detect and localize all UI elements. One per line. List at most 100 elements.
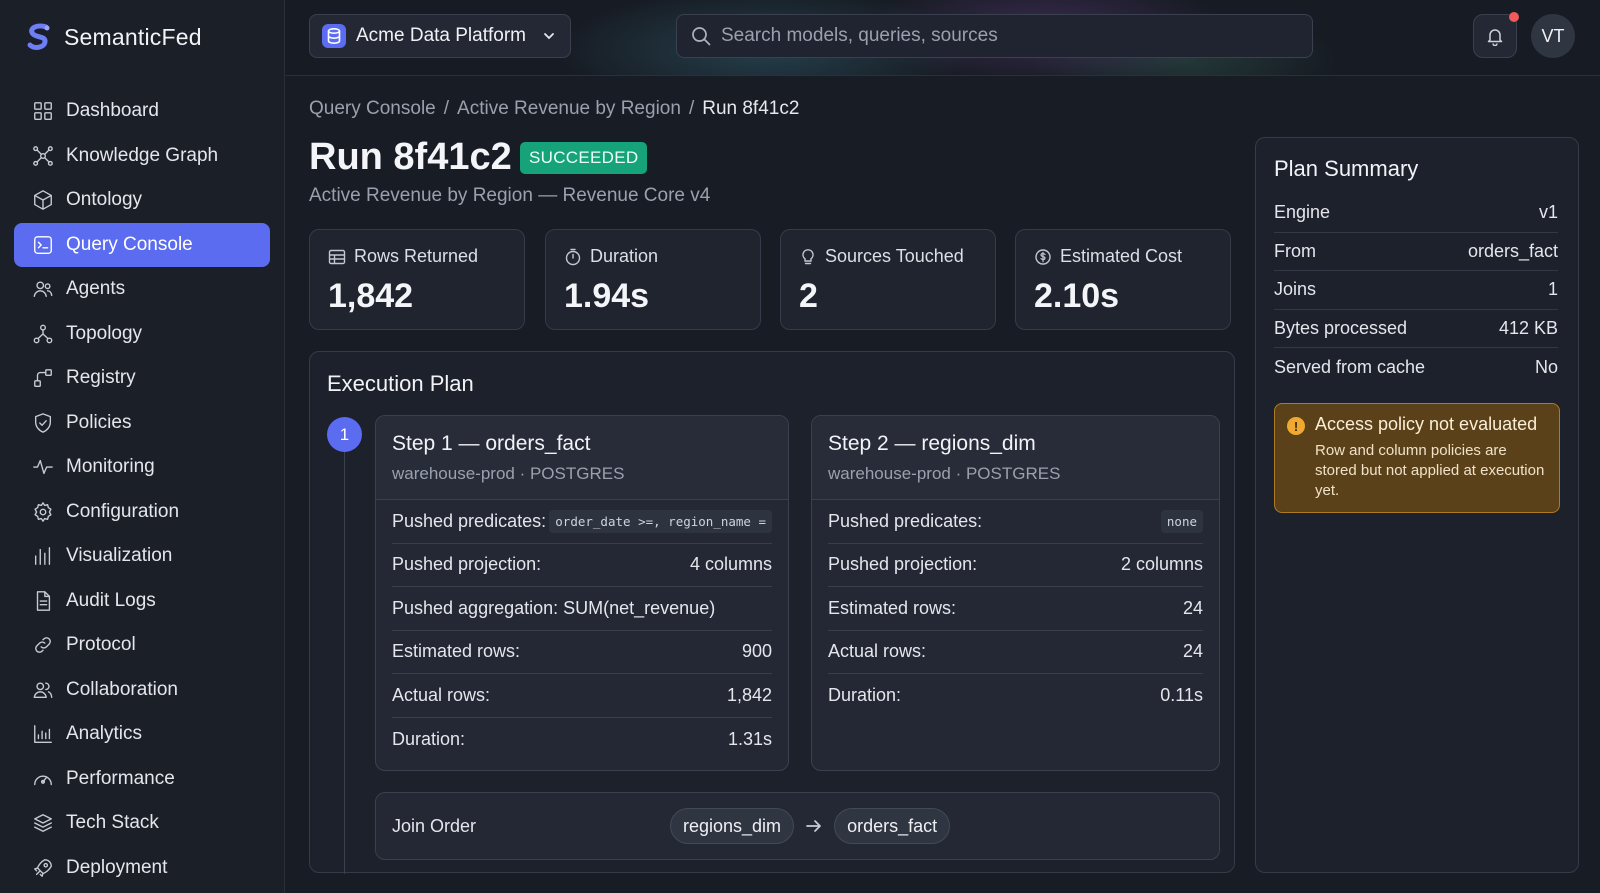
stat-label: Estimated Cost [1060, 246, 1183, 266]
sidebar-item-ontology[interactable]: Ontology [14, 178, 270, 222]
sidebar-item-label: Tech Stack [66, 812, 159, 833]
sidebar-item-monitoring[interactable]: Monitoring [14, 445, 270, 489]
sidebar-item-performance[interactable]: Performance [14, 757, 270, 801]
summary-label: From [1274, 240, 1316, 261]
summary-row: Served from cache No [1274, 348, 1558, 387]
plan-summary-title: Plan Summary [1274, 156, 1419, 181]
stat-value: 1,842 [328, 277, 414, 315]
breadcrumb-query[interactable]: Active Revenue by Region [457, 98, 681, 119]
layers-icon [34, 814, 52, 832]
gear-icon [34, 501, 52, 522]
sidebar-item-collaboration[interactable]: Collaboration [14, 668, 270, 712]
sidebar-item-configuration[interactable]: Configuration [14, 490, 270, 534]
step-name: Step 1 — orders_fact [392, 432, 591, 455]
sidebar-item-query-console[interactable]: Query Console [14, 222, 270, 267]
detail-label: Pushed predicates: [828, 510, 983, 531]
sidebar-item-registry[interactable]: Registry [14, 356, 270, 400]
sidebar-item-label: Protocol [66, 634, 136, 655]
page-title: Run 8f41c2 [309, 136, 512, 178]
detail-code-value: none [1160, 509, 1203, 533]
execution-plan-panel: Execution Plan 1 Step 1 — orders_fact wa… [309, 351, 1235, 874]
activity-icon [33, 459, 53, 475]
plan-step-card[interactable]: Step 2 — regions_dim warehouse-prod · PO… [811, 415, 1220, 771]
step-detail-row: Actual rows: 1,842 [392, 674, 772, 718]
step-detail-row: Actual rows: 24 [828, 631, 1203, 674]
sidebar-item-label: Topology [66, 322, 143, 344]
sidebar-item-label: Analytics [66, 723, 143, 744]
stopwatch-icon [565, 248, 581, 265]
plan-summary-panel: Plan Summary Engine v1 From orders_fact Join… [1255, 137, 1579, 873]
sidebar-item-protocol[interactable]: Protocol [14, 623, 270, 667]
sidebar-item-dashboard[interactable]: Dashboard [14, 89, 270, 133]
detail-value: 0.11s [1160, 685, 1203, 706]
coin-icon [1035, 248, 1051, 265]
link-icon [35, 637, 51, 653]
join-source-chip[interactable]: regions_dim [670, 808, 795, 844]
detail-value: 4 columns [689, 554, 772, 575]
sidebar-item-analytics[interactable]: Analytics [14, 712, 270, 756]
sidebar-item-knowledge-graph[interactable]: Knowledge Graph [14, 134, 270, 178]
sidebar-item-label: Agents [66, 278, 126, 299]
summary-row: Engine v1 [1274, 194, 1558, 233]
detail-value: 24 [1182, 597, 1203, 618]
stat-value: 1.94s [564, 277, 650, 315]
avatar-initials: VT [1541, 25, 1565, 46]
step-detail-row: Pushed projection: 2 columns [828, 544, 1203, 587]
step-header: Step 1 — orders_fact warehouse-prod · PO… [376, 416, 788, 500]
sidebar-item-deployment[interactable]: Deployment [14, 846, 270, 890]
cube-icon [34, 190, 52, 210]
status-badge: SUCCEEDED [520, 142, 648, 174]
detail-label: Pushed projection: [828, 554, 978, 575]
stat-value: 2.10s [1034, 277, 1120, 315]
step-detail-row: Pushed predicates: order_date >=, region_… [392, 500, 772, 544]
summary-value: 412 KB [1498, 317, 1558, 338]
join-target-chip[interactable]: orders_fact [834, 808, 951, 844]
sidebar-item-label: Monitoring [66, 456, 155, 477]
users-icon [33, 681, 53, 698]
summary-row: From orders_fact [1274, 233, 1558, 271]
summary-label: Engine [1274, 202, 1331, 223]
breadcrumb-query-console[interactable]: Query Console [309, 98, 436, 119]
database-icon [322, 24, 346, 48]
sidebar-item-visualization[interactable]: Visualization [14, 534, 270, 578]
stat-label: Sources Touched [825, 246, 964, 266]
detail-label: Actual rows: [828, 641, 927, 662]
detail-label: Pushed predicates: [392, 510, 547, 531]
workspace-selector[interactable]: Acme Data Platform [309, 14, 571, 58]
detail-code-value: order_date >=, region_name = [549, 509, 772, 533]
brand[interactable]: SemanticFed [24, 18, 202, 56]
step-detail-row: Estimated rows: 24 [828, 587, 1203, 631]
step-detail-row: Pushed aggregation: SUM(net_revenue) [392, 587, 772, 631]
summary-label: Bytes processed [1274, 317, 1408, 338]
alert-title: Access policy not evaluated [1315, 414, 1538, 434]
terminal-icon [34, 235, 52, 254]
search-bar[interactable] [676, 14, 1313, 58]
step-detail-row: Duration: 1.31s [392, 718, 772, 762]
page-subtitle: Active Revenue by Region — Revenue Core … [309, 185, 711, 206]
breadcrumb-current: Run 8f41c2 [702, 98, 800, 119]
detail-value: 24 [1182, 641, 1203, 662]
sidebar-item-audit-logs[interactable]: Audit Logs [14, 579, 270, 623]
sidebar-item-label: Audit Logs [66, 589, 156, 611]
user-avatar[interactable]: VT [1531, 14, 1575, 58]
semanticfed-logo-icon [27, 23, 50, 50]
sidebar-item-topology[interactable]: Topology [14, 312, 270, 356]
plan-step-card[interactable]: Step 1 — orders_fact warehouse-prod · PO… [375, 415, 789, 771]
shield-icon [34, 412, 52, 433]
topology-icon [33, 324, 53, 343]
join-order-label: Join Order [392, 815, 477, 836]
step-details: Pushed predicates: order_date >=, region_… [376, 500, 788, 761]
stat-card-rows-returned: Rows Returned 1,842 [309, 229, 525, 330]
sidebar-item-agents[interactable]: Agents [14, 267, 270, 311]
detail-value: 1.31s [727, 728, 772, 749]
sidebar-item-policies[interactable]: Policies [14, 401, 270, 445]
step-detail-row: Pushed predicates: none [828, 500, 1203, 544]
search-input[interactable] [721, 25, 1281, 47]
step-detail-row: Estimated rows: 900 [392, 631, 772, 674]
sidebar-item-tech-stack[interactable]: Tech Stack [14, 801, 270, 845]
notifications-button[interactable] [1473, 12, 1519, 58]
summary-label: Served from cache [1274, 356, 1426, 377]
rocket-icon [34, 858, 52, 877]
detail-label: Duration: [828, 685, 902, 706]
sidebar-item-label: Configuration [66, 500, 180, 522]
